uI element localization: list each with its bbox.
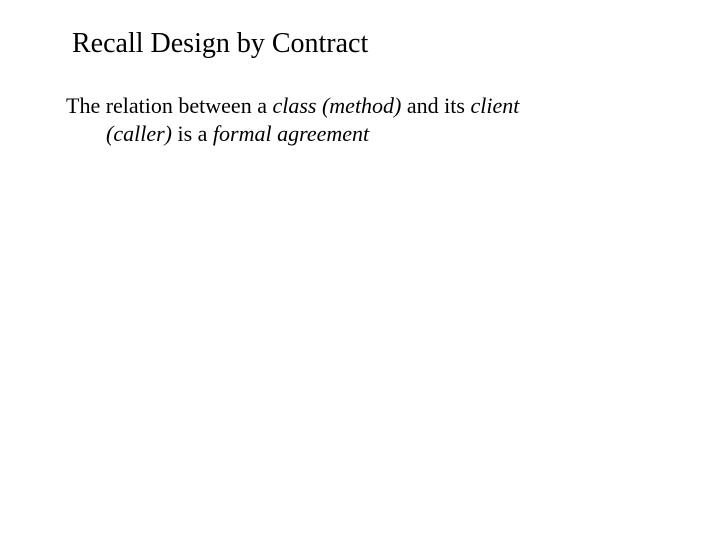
text-plain: is a xyxy=(172,121,213,146)
text-italic: client xyxy=(470,93,519,118)
body-line-2: (caller) is a formal agreement xyxy=(66,120,660,148)
slide-body: The relation between a class (method) an… xyxy=(66,92,660,147)
slide: Recall Design by Contract The relation b… xyxy=(0,0,720,540)
slide-title: Recall Design by Contract xyxy=(72,28,368,60)
text-italic: formal agreement xyxy=(213,121,369,146)
text-italic: class (method) xyxy=(272,93,401,118)
text-plain: The relation between a xyxy=(66,93,272,118)
text-italic: (caller) xyxy=(106,121,172,146)
text-plain: and its xyxy=(401,93,470,118)
body-line-1: The relation between a class (method) an… xyxy=(66,92,660,120)
